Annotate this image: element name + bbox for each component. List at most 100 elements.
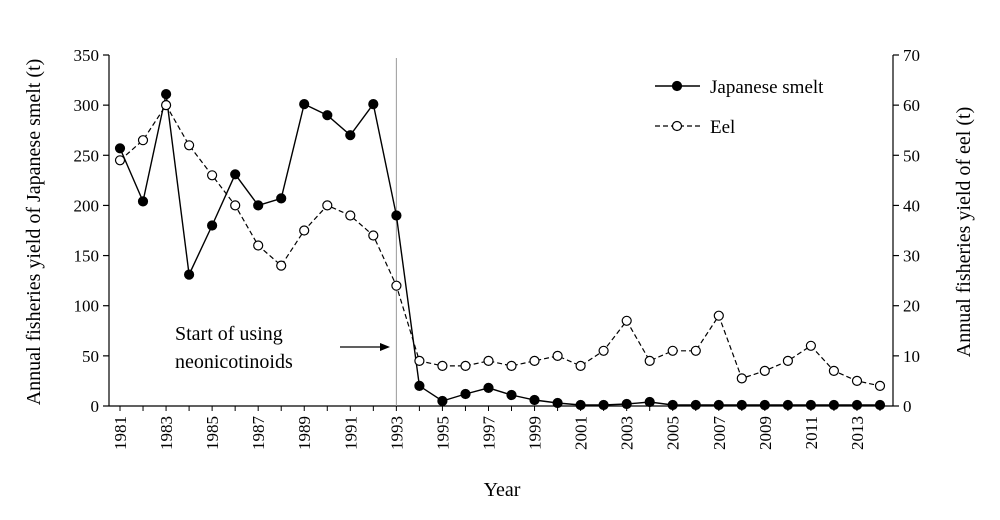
data-point-smelt xyxy=(253,200,264,211)
data-point-smelt xyxy=(483,382,494,393)
data-point-smelt xyxy=(114,143,126,154)
data-point-smelt xyxy=(529,394,540,406)
data-point-eel xyxy=(736,373,747,384)
data-point-eel xyxy=(322,200,333,211)
data-point-smelt xyxy=(575,399,586,411)
data-point-eel xyxy=(345,210,356,221)
legend-marker-eel xyxy=(671,120,683,132)
data-point-eel xyxy=(851,375,863,386)
y-tick-label-left: 350 xyxy=(74,46,100,65)
y-tick-label-right: 70 xyxy=(903,46,920,65)
x-tick-label: 1987 xyxy=(249,416,268,451)
ticks xyxy=(103,54,899,411)
y-tick-label-left: 300 xyxy=(74,96,100,115)
data-point-smelt xyxy=(299,98,310,110)
legend-label-eel: Eel xyxy=(710,117,735,138)
x-tick-label: 2003 xyxy=(618,416,637,450)
data-point-smelt xyxy=(690,399,701,411)
data-point-eel xyxy=(690,345,701,356)
data-point-eel xyxy=(483,355,494,366)
data-point-eel xyxy=(414,355,425,366)
x-tick-label: 2013 xyxy=(848,416,867,450)
data-point-smelt xyxy=(137,196,149,207)
y-tick-label-left: 50 xyxy=(82,347,99,366)
data-point-smelt xyxy=(230,169,241,180)
legend-marker-smelt xyxy=(671,80,683,92)
data-point-smelt xyxy=(506,389,517,401)
legend-label-smelt: Japanese smelt xyxy=(710,77,824,98)
data-point-eel xyxy=(299,225,310,236)
data-point-eel xyxy=(391,280,402,291)
data-point-eel xyxy=(713,310,724,321)
x-tick-label: 2009 xyxy=(756,416,775,450)
data-point-eel xyxy=(621,315,632,326)
legend-item-smelt: Japanese smelt xyxy=(655,77,824,98)
annotation-line-2: neonicotinoids xyxy=(175,351,293,373)
y-tick-label-right: 10 xyxy=(903,347,920,366)
series-line-smelt xyxy=(119,93,880,406)
data-point-smelt xyxy=(851,399,863,411)
data-point-smelt xyxy=(644,396,655,408)
y-tick-label-right: 20 xyxy=(903,297,920,316)
data-point-smelt xyxy=(759,399,770,411)
data-point-smelt xyxy=(805,399,817,411)
data-point-smelt xyxy=(276,193,287,204)
data-point-eel xyxy=(667,345,678,356)
x-tick-label: 2011 xyxy=(802,416,821,449)
data-point-smelt xyxy=(161,88,172,100)
annotation: Start of using neonicotinoids xyxy=(175,323,390,373)
x-tick-label: 1985 xyxy=(203,416,222,450)
x-tick-label: 2001 xyxy=(572,416,591,450)
data-point-smelt xyxy=(391,210,402,221)
data-point-smelt xyxy=(667,399,678,411)
y-tick-label-left: 150 xyxy=(74,247,100,266)
x-tick-label: 1995 xyxy=(433,416,452,450)
y-tick-label-right: 30 xyxy=(903,247,920,266)
legend: Japanese smelt Eel xyxy=(655,77,824,138)
x-tick-label: 2005 xyxy=(664,416,683,450)
data-point-eel xyxy=(828,365,840,376)
y-tick-label-left: 0 xyxy=(91,397,100,416)
legend-item-eel: Eel xyxy=(655,117,735,138)
data-point-smelt xyxy=(713,399,724,411)
data-point-eel xyxy=(759,365,770,376)
data-point-eel xyxy=(805,340,817,351)
data-point-smelt xyxy=(736,399,747,411)
y-axis-title-left: Annual fisheries yield of Japanese smelt… xyxy=(23,59,45,406)
data-point-smelt xyxy=(782,399,794,411)
x-tick-label: 1993 xyxy=(387,416,406,450)
data-point-eel xyxy=(137,135,149,146)
x-tick-label: 1997 xyxy=(479,416,498,451)
data-point-eel xyxy=(230,200,241,211)
data-point-eel xyxy=(114,155,126,166)
annotation-arrow-head xyxy=(380,343,390,351)
data-point-eel xyxy=(253,240,264,251)
y-tick-label-right: 40 xyxy=(903,196,920,215)
y-tick-label-right: 60 xyxy=(903,96,920,115)
data-point-smelt xyxy=(552,397,563,409)
data-point-eel xyxy=(506,360,517,371)
tick-labels: 0 50 100 150 200 250 300 350 0 10 20 30 40 50 60 70 1981… xyxy=(74,46,921,450)
data-point-eel xyxy=(782,355,794,366)
data-point-smelt xyxy=(828,399,840,411)
data-point-eel xyxy=(184,140,195,151)
data-point-eel xyxy=(161,99,172,111)
data-point-smelt xyxy=(345,130,356,141)
y-tick-label-right: 0 xyxy=(903,397,912,416)
data-point-eel xyxy=(368,230,379,241)
data-point-smelt xyxy=(322,110,333,121)
x-tick-label: 1991 xyxy=(341,416,360,450)
y-axis-title-right: Annual fisheries yield of eel (t) xyxy=(953,107,975,357)
y-tick-label-left: 100 xyxy=(74,297,100,316)
annotation-line-1: Start of using xyxy=(175,323,283,345)
data-point-eel xyxy=(437,360,448,371)
data-point-smelt xyxy=(184,269,195,280)
data-point-eel xyxy=(644,355,655,366)
x-tick-label: 1989 xyxy=(295,416,314,450)
y-tick-label-left: 200 xyxy=(74,196,100,215)
data-point-eel xyxy=(598,345,609,356)
data-point-eel xyxy=(552,350,563,361)
x-tick-label: 1999 xyxy=(526,416,545,450)
data-point-smelt xyxy=(414,380,425,391)
